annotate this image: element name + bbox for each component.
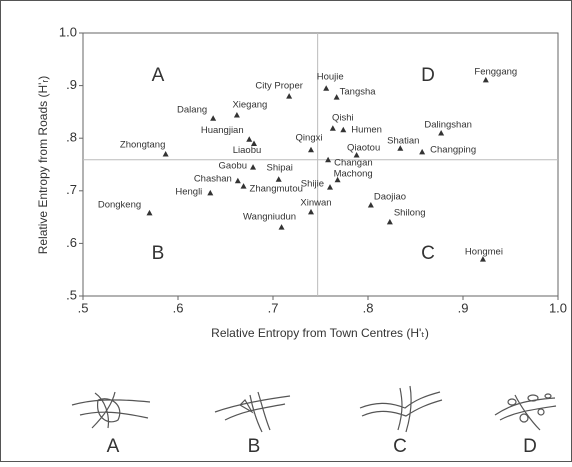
x-axis-title: Relative Entropy from Town Centres (H'ₜ) [211, 326, 429, 340]
point [482, 76, 489, 83]
sketch-a [71, 391, 151, 429]
point-label: Xiegang [232, 100, 267, 111]
point [251, 140, 257, 146]
sketch-label: B [248, 436, 261, 457]
point [329, 125, 336, 131]
quadrant-label: C [421, 243, 435, 264]
point-label: Tangsha [340, 87, 377, 98]
sketch-b [214, 391, 291, 433]
quadrant-label: D [421, 65, 435, 86]
y-tick-label: .6 [66, 235, 77, 250]
point [246, 136, 253, 142]
y-tick-label: .7 [66, 182, 77, 197]
point-label: Hengli [175, 186, 202, 197]
point [308, 208, 314, 215]
point-label: Fenggang [474, 66, 517, 77]
point [438, 129, 445, 136]
point-label: Changan [334, 157, 373, 168]
point [333, 94, 340, 100]
sketch-c [359, 385, 443, 433]
point-label: Shijie [301, 179, 324, 190]
point [308, 146, 314, 153]
point-label: Shatian [387, 136, 419, 147]
point [367, 202, 374, 208]
point-label: Qiaotou [347, 143, 380, 154]
x-tick-label: .7 [268, 300, 279, 315]
point [419, 148, 426, 155]
point [340, 126, 347, 133]
point [278, 224, 285, 230]
point-label: Shilong [394, 207, 426, 218]
point [397, 145, 404, 151]
point-label: Machong [334, 168, 373, 179]
point [146, 209, 153, 216]
x-tick-label: .8 [363, 300, 374, 315]
point-label: Dalingshan [424, 119, 472, 130]
x-tick-label: 1.0 [549, 300, 567, 315]
point [325, 156, 332, 163]
x-tick-label: .9 [458, 300, 469, 315]
point-label: Qingxi [296, 132, 323, 143]
point-label: Wangniudun [243, 212, 296, 223]
x-tick-label: .6 [173, 300, 184, 315]
y-tick-label: .5 [66, 287, 77, 302]
y-tick-label: .8 [66, 130, 77, 145]
point-label: Humen [351, 124, 382, 135]
point-label: Hongmei [465, 247, 503, 258]
point-label: Liaobu [233, 145, 262, 156]
point-label: Shipai [266, 163, 292, 174]
point-label: City Proper [255, 81, 303, 92]
point [162, 150, 169, 157]
point-label: Xinwan [300, 197, 331, 208]
point-label: Dalang [177, 105, 207, 116]
point [323, 85, 330, 91]
point [234, 177, 241, 184]
sketch-label: D [523, 436, 537, 457]
point [327, 184, 333, 190]
point [386, 218, 393, 225]
sketch-d [494, 393, 557, 431]
point-label: Houjie [317, 72, 344, 83]
point [353, 152, 360, 158]
x-tick-label: .5 [78, 300, 89, 315]
sketch-label: C [393, 436, 407, 457]
point-label: Daojiao [374, 192, 406, 203]
y-tick-label: .9 [66, 77, 77, 92]
point-label: Chashan [194, 173, 232, 184]
quadrant-label: A [152, 65, 165, 86]
point [275, 176, 282, 182]
point [207, 189, 214, 196]
point-label: Qishi [332, 113, 354, 124]
sketches [71, 385, 557, 433]
point-label: Huangjian [201, 125, 244, 136]
sketch-label: A [107, 436, 120, 457]
point [334, 176, 341, 183]
point [240, 183, 247, 189]
y-axis-title: Relative Entropy from Roads (H'ᵣ) [36, 76, 50, 255]
point [210, 115, 217, 121]
point [233, 112, 240, 118]
point-label: Zhongtang [120, 139, 165, 150]
y-tick-label: 1.0 [59, 24, 77, 39]
point-label: Gaobu [219, 161, 248, 172]
plot-frame [82, 32, 559, 297]
quadrant-label: B [152, 243, 165, 264]
point [286, 93, 293, 99]
point [479, 256, 486, 262]
point-label: Changping [430, 144, 476, 155]
point-label: Zhangmutou [250, 184, 303, 195]
point-label: Dongkeng [98, 199, 141, 210]
point [250, 164, 257, 170]
